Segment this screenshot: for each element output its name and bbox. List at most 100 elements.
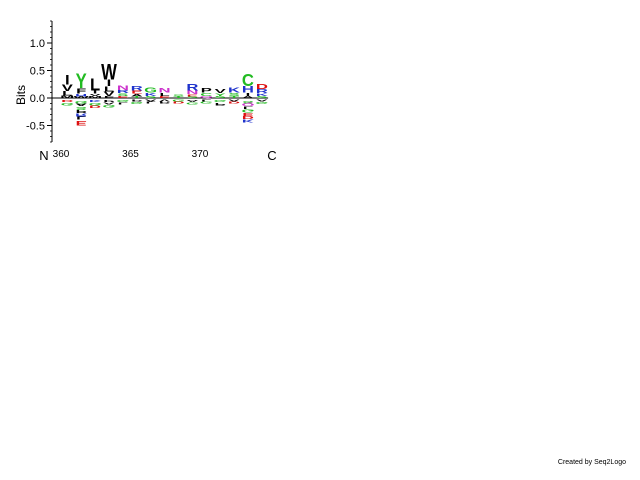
logo-letter: Y bbox=[215, 92, 226, 96]
logo-letter: K bbox=[242, 118, 254, 123]
logo-letter: G bbox=[89, 102, 102, 106]
logo-letter: R bbox=[131, 85, 143, 92]
logo-letter: G bbox=[75, 100, 88, 104]
logo-letter: G bbox=[255, 101, 268, 104]
logo-letter: I bbox=[107, 78, 112, 88]
logo-letter: A bbox=[75, 103, 87, 107]
x-tick-label: 360 bbox=[53, 149, 70, 160]
logo-letter: I bbox=[246, 92, 251, 97]
logo-letter: S bbox=[228, 92, 239, 97]
logo-letter: L bbox=[90, 74, 100, 95]
logo-letter: L bbox=[159, 92, 170, 97]
y-tick-label: 0.5 bbox=[30, 66, 45, 78]
logo-letter: S bbox=[187, 96, 198, 99]
logo-letter: G bbox=[241, 108, 254, 113]
logo-letter: E bbox=[131, 90, 142, 95]
logo-letter: N bbox=[117, 85, 129, 92]
logo-letter: V bbox=[89, 93, 100, 96]
logo-letter: M bbox=[88, 95, 102, 98]
logo-letter: L bbox=[76, 116, 87, 121]
logo-letter: R bbox=[186, 82, 198, 92]
y-tick-label: -0.5 bbox=[26, 121, 45, 133]
logo-letter: T bbox=[229, 95, 240, 98]
logo-letter: N bbox=[159, 87, 171, 94]
logo-letter: V bbox=[215, 88, 227, 94]
logo-letter: A bbox=[256, 99, 269, 102]
logo-letter: L bbox=[243, 105, 253, 109]
logo-letter: R bbox=[256, 88, 268, 94]
logo-letter: F bbox=[104, 95, 114, 98]
logo-letter: D bbox=[61, 99, 74, 102]
logo-letter: P bbox=[159, 101, 170, 104]
logo-letter: P bbox=[76, 109, 87, 114]
logo-letter: A bbox=[145, 99, 158, 102]
logo-letter: G bbox=[130, 101, 143, 104]
logo-letter: S bbox=[173, 94, 184, 97]
logo-letter: L bbox=[104, 84, 114, 93]
logo-letter: S bbox=[242, 100, 253, 104]
logo-letter: C bbox=[242, 69, 254, 90]
logo-letter: P bbox=[201, 87, 213, 94]
logo-letter: V bbox=[62, 83, 73, 93]
logo-letter: G bbox=[214, 99, 227, 102]
logo-letter: E bbox=[187, 94, 198, 97]
logo-letter: E bbox=[159, 95, 170, 98]
logo-letter: G bbox=[102, 104, 115, 108]
logo-letter: E bbox=[117, 95, 128, 98]
logo-letter: L bbox=[201, 99, 211, 102]
y-axis-label: Bits bbox=[14, 85, 28, 105]
logo-letter: P bbox=[103, 99, 114, 102]
c-terminus-label: C bbox=[267, 148, 276, 163]
logo-letter: G bbox=[172, 99, 185, 102]
logo-letter: P bbox=[131, 99, 142, 102]
credit-text: Created by Seq2Logo bbox=[557, 459, 626, 466]
logo-letters: MLVIDGWHFYGASPRLEMVILKGDFVLIWPAGESRNGLTA… bbox=[60, 60, 268, 126]
logo-letter: W bbox=[73, 96, 90, 99]
logo-letter: K bbox=[89, 99, 102, 102]
logo-letter: E bbox=[76, 120, 87, 127]
logo-letter: S bbox=[76, 106, 87, 111]
logo-letter: L bbox=[118, 102, 128, 105]
logo-letter: S bbox=[145, 95, 156, 98]
logo-letter: A bbox=[103, 102, 116, 105]
x-tick-label: 365 bbox=[122, 149, 139, 160]
logo-letter: W bbox=[101, 60, 117, 85]
logo-letter: V bbox=[103, 91, 115, 98]
logo-letter: Q bbox=[200, 95, 213, 98]
logo-letter: I bbox=[65, 73, 70, 88]
logo-letter: L bbox=[62, 90, 73, 97]
logo-letter: A bbox=[242, 95, 255, 98]
x-tick-label: 370 bbox=[192, 149, 209, 160]
logo-letter: N bbox=[186, 90, 198, 96]
logo-letter: G bbox=[186, 102, 199, 105]
logo-letter: A bbox=[228, 99, 241, 102]
logo-letter: A bbox=[186, 99, 199, 102]
logo-letter: D bbox=[89, 105, 101, 109]
logo-letter: S bbox=[215, 95, 226, 98]
logo-letter: G bbox=[61, 102, 74, 106]
logo-letter: K bbox=[256, 92, 268, 96]
logo-letter: C bbox=[200, 92, 212, 97]
logo-letter: E bbox=[242, 112, 253, 117]
logo-letter: L bbox=[146, 101, 156, 104]
logo-letter: D bbox=[228, 101, 241, 104]
logo-letter: Q bbox=[241, 103, 254, 107]
logo-letter: H bbox=[75, 93, 87, 97]
logo-letter: S bbox=[117, 92, 128, 96]
logo-letter: A bbox=[131, 93, 143, 97]
logo-letter: D bbox=[242, 115, 254, 120]
logo-letter: T bbox=[132, 96, 143, 99]
logo-letter: T bbox=[173, 96, 184, 99]
logo-letter: I bbox=[93, 90, 98, 95]
logo-letter: R bbox=[75, 112, 87, 117]
logo-letter: G bbox=[200, 101, 213, 104]
logo-letter: V bbox=[159, 99, 170, 102]
logo-letter: H bbox=[242, 84, 254, 94]
logo-letter: D bbox=[172, 101, 185, 104]
logo-letter: M bbox=[60, 95, 74, 99]
logo-letter: Y bbox=[76, 69, 87, 92]
logo-letter: D bbox=[256, 82, 268, 91]
chart-axes: 1.0 0.5 0.0 -0.5 360 365 370 bbox=[26, 20, 269, 160]
logo-letter: P bbox=[215, 102, 226, 106]
